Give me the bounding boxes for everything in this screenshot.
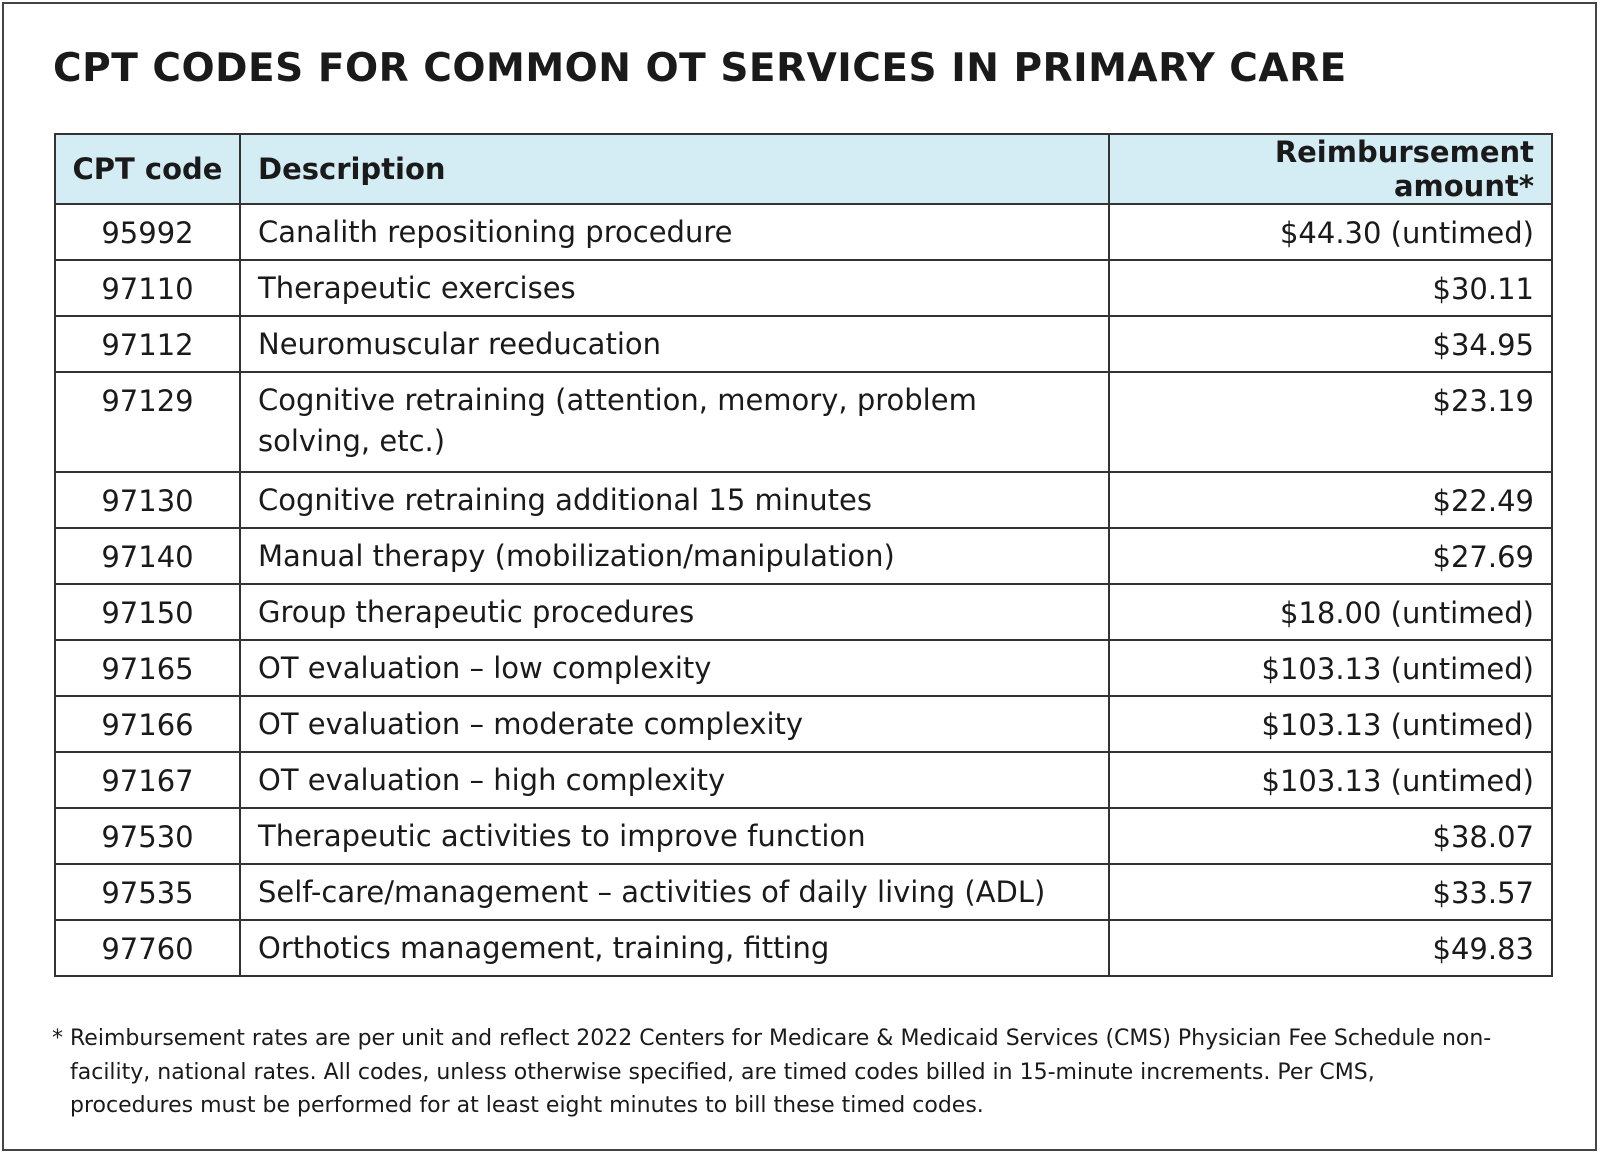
reimbursement-cell: $23.19 <box>1108 371 1553 473</box>
cpt-code-cell: 97130 <box>54 471 241 529</box>
cpt-code-cell: 97535 <box>54 863 241 921</box>
cpt-code-cell: 97129 <box>54 371 241 473</box>
cpt-codes-table: CPT code Description Reimbursement amoun… <box>54 133 1553 977</box>
description-cell: OT evaluation – moderate complexity <box>239 695 1110 753</box>
table-row: 95992 Canalith repositioning procedure $44… <box>54 203 1553 261</box>
description-cell: Manual therapy (mobilization/manipulatio… <box>239 527 1110 585</box>
table-row: 97535 Self-care/management – activities o… <box>54 863 1553 921</box>
column-header-cpt-code: CPT code <box>54 133 241 205</box>
table-row: 97165 OT evaluation – low complexity $103.… <box>54 639 1553 697</box>
description-cell: Self-care/management – activities of dai… <box>239 863 1110 921</box>
footnote: * Reimbursement rates are per unit and r… <box>52 1022 1492 1123</box>
table-row: 97130 Cognitive retraining additional 15 … <box>54 471 1553 529</box>
description-cell: Therapeutic exercises <box>239 259 1110 317</box>
cpt-code-cell: 97530 <box>54 807 241 865</box>
page-title: CPT CODES FOR COMMON OT SERVICES IN PRIM… <box>53 46 1347 91</box>
description-cell: Cognitive retraining (attention, memory,… <box>239 371 1110 473</box>
reimbursement-cell: $33.57 <box>1108 863 1553 921</box>
table-row: 97150 Group therapeutic procedures $18.00 … <box>54 583 1553 641</box>
description-cell: OT evaluation – low complexity <box>239 639 1110 697</box>
reimbursement-cell: $27.69 <box>1108 527 1553 585</box>
table-header-row: CPT code Description Reimbursement amoun… <box>54 133 1553 205</box>
reimbursement-cell: $44.30 (untimed) <box>1108 203 1553 261</box>
cpt-code-cell: 97166 <box>54 695 241 753</box>
cpt-code-cell: 97760 <box>54 919 241 977</box>
reimbursement-cell: $103.13 (untimed) <box>1108 751 1553 809</box>
cpt-code-cell: 97140 <box>54 527 241 585</box>
cpt-code-cell: 97110 <box>54 259 241 317</box>
column-header-reimbursement: Reimbursement amount* <box>1108 133 1553 205</box>
footnote-marker: * <box>52 1026 63 1051</box>
cpt-code-cell: 97165 <box>54 639 241 697</box>
reimbursement-cell: $34.95 <box>1108 315 1553 373</box>
cpt-code-cell: 97112 <box>54 315 241 373</box>
reimbursement-cell: $103.13 (untimed) <box>1108 639 1553 697</box>
table-row: 97110 Therapeutic exercises $30.11 <box>54 259 1553 317</box>
column-header-description: Description <box>239 133 1110 205</box>
reimbursement-cell: $38.07 <box>1108 807 1553 865</box>
description-cell: Canalith repositioning procedure <box>239 203 1110 261</box>
table-row: 97166 OT evaluation – moderate complexity… <box>54 695 1553 753</box>
cpt-code-cell: 95992 <box>54 203 241 261</box>
reimbursement-cell: $103.13 (untimed) <box>1108 695 1553 753</box>
footnote-text: Reimbursement rates are per unit and ref… <box>70 1026 1492 1118</box>
description-cell: Group therapeutic procedures <box>239 583 1110 641</box>
reimbursement-cell: $18.00 (untimed) <box>1108 583 1553 641</box>
table-row: 97129 Cognitive retraining (attention, me… <box>54 371 1553 473</box>
table-row: 97140 Manual therapy (mobilization/manipu… <box>54 527 1553 585</box>
reimbursement-cell: $30.11 <box>1108 259 1553 317</box>
reimbursement-cell: $22.49 <box>1108 471 1553 529</box>
description-cell: Therapeutic activities to improve functi… <box>239 807 1110 865</box>
description-cell: Neuromuscular reeducation <box>239 315 1110 373</box>
description-cell: Cognitive retraining additional 15 minut… <box>239 471 1110 529</box>
cpt-code-cell: 97150 <box>54 583 241 641</box>
description-cell: Orthotics management, training, fitting <box>239 919 1110 977</box>
table-row: 97167 OT evaluation – high complexity $103… <box>54 751 1553 809</box>
description-cell: OT evaluation – high complexity <box>239 751 1110 809</box>
reimbursement-cell: $49.83 <box>1108 919 1553 977</box>
cpt-code-cell: 97167 <box>54 751 241 809</box>
table-row: 97530 Therapeutic activities to improve f… <box>54 807 1553 865</box>
table-row: 97760 Orthotics management, training, fit… <box>54 919 1553 977</box>
table-row: 97112 Neuromuscular reeducation $34.95 <box>54 315 1553 373</box>
